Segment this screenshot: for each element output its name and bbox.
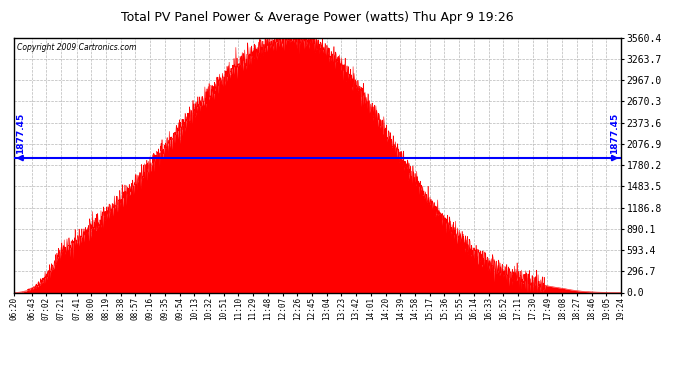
Text: Total PV Panel Power & Average Power (watts) Thu Apr 9 19:26: Total PV Panel Power & Average Power (wa…	[121, 11, 514, 24]
Text: Copyright 2009 Cartronics.com: Copyright 2009 Cartronics.com	[17, 43, 136, 52]
Text: 1877.45: 1877.45	[610, 113, 619, 154]
Text: 1877.45: 1877.45	[16, 113, 25, 154]
